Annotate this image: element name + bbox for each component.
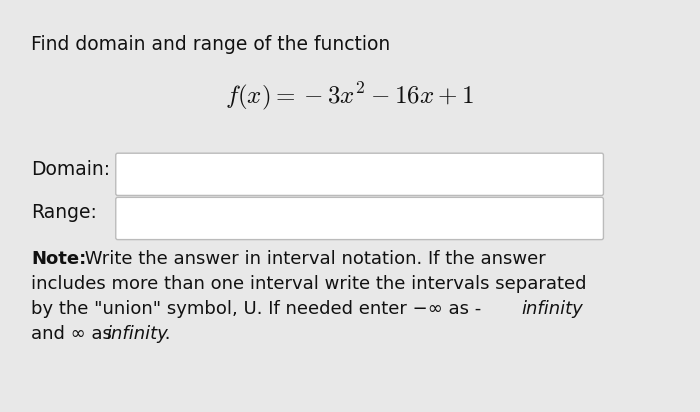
Text: by the "union" symbol, U. If needed enter −∞ as -: by the "union" symbol, U. If needed ente… (32, 300, 487, 318)
FancyBboxPatch shape (116, 153, 603, 195)
Text: .: . (159, 325, 171, 343)
Text: Note:: Note: (32, 250, 87, 268)
FancyBboxPatch shape (116, 197, 603, 240)
Text: $f(x) = -3x^2 - 16x + 1$: $f(x) = -3x^2 - 16x + 1$ (225, 80, 475, 112)
Text: Find domain and range of the function: Find domain and range of the function (32, 35, 391, 54)
Text: Write the answer in interval notation. If the answer: Write the answer in interval notation. I… (79, 250, 546, 268)
Text: Range:: Range: (32, 203, 97, 222)
Text: infinity: infinity (106, 325, 168, 343)
Text: includes more than one interval write the intervals separated: includes more than one interval write th… (32, 275, 587, 293)
Text: infinity: infinity (521, 300, 582, 318)
Text: Domain:: Domain: (32, 160, 111, 179)
Text: and ∞ as: and ∞ as (32, 325, 118, 343)
